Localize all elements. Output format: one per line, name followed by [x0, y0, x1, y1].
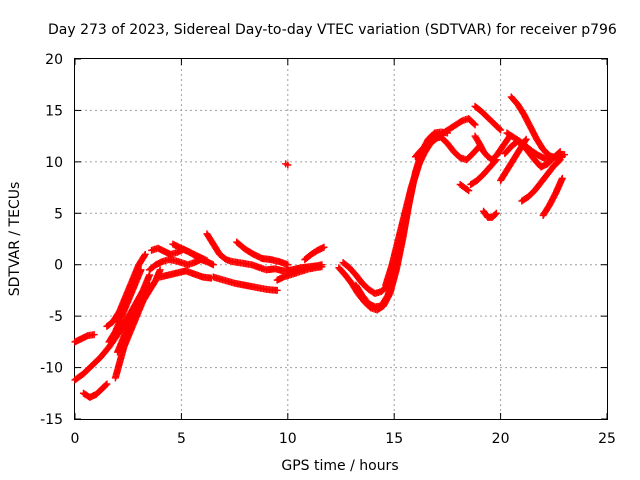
data-point-marker	[320, 243, 328, 251]
data-series	[301, 243, 328, 264]
data-point-marker	[284, 161, 292, 169]
data-point-marker	[556, 148, 564, 156]
data-point-marker	[491, 210, 499, 218]
data-series	[471, 132, 513, 164]
x-tick-label: 20	[492, 431, 510, 447]
data-point-marker	[140, 252, 148, 260]
data-series	[71, 331, 98, 346]
data-point-marker	[525, 147, 533, 155]
x-axis-label: GPS time / hours	[281, 458, 398, 474]
data-series	[103, 250, 149, 330]
data-point-marker	[203, 257, 211, 265]
data-point-marker	[284, 261, 292, 269]
data-series	[71, 271, 153, 384]
data-point-marker	[556, 156, 564, 164]
data-point-marker	[558, 174, 566, 182]
data-series	[471, 102, 505, 134]
data-series	[233, 238, 292, 269]
data-points	[71, 93, 568, 401]
x-tick-label: 0	[71, 431, 80, 447]
data-point-marker	[90, 331, 98, 339]
y-tick-label: -15	[40, 412, 63, 428]
y-tick-label: 0	[54, 258, 63, 274]
axis-ticks: 0 5 10 15 20 25 -15 -10 -5 0 5 10 15 20	[40, 52, 616, 447]
grid	[75, 59, 607, 419]
data-point-marker	[103, 380, 111, 388]
chart-title: Day 273 of 2023, Sidereal Day-to-day VTE…	[48, 22, 617, 38]
plot-frame	[74, 58, 608, 420]
data-point-marker	[526, 148, 534, 156]
y-axis-label: SDTVAR / TECUs	[7, 182, 23, 297]
data-series	[480, 207, 500, 221]
data-series	[518, 156, 564, 205]
data-point-marker	[497, 126, 505, 134]
data-point-marker	[522, 135, 530, 143]
data-series	[156, 267, 215, 282]
data-point-marker	[209, 261, 217, 269]
data-point-marker	[318, 263, 326, 271]
y-tick-label: 15	[45, 103, 63, 119]
data-series	[507, 93, 566, 162]
data-point-marker	[156, 266, 164, 274]
y-tick-label: -5	[49, 309, 63, 325]
data-series	[209, 273, 281, 294]
data-point-marker	[463, 186, 471, 194]
data-point-marker	[465, 187, 473, 195]
data-point-marker	[555, 149, 563, 157]
data-series	[169, 240, 211, 265]
data-series	[273, 263, 326, 284]
data-series	[539, 174, 566, 219]
data-series	[501, 137, 534, 158]
y-tick-label: 20	[45, 52, 63, 68]
data-point-marker	[471, 121, 479, 129]
data-series	[456, 180, 473, 195]
y-tick-label: -10	[40, 361, 63, 377]
data-series	[282, 160, 292, 169]
data-point-marker	[273, 286, 281, 294]
data-point-marker	[141, 250, 149, 258]
data-series	[80, 380, 111, 401]
x-tick-label: 10	[279, 431, 297, 447]
data-point-marker	[492, 209, 500, 217]
data-series	[105, 266, 145, 346]
data-point-marker	[137, 266, 145, 274]
x-tick-label: 15	[385, 431, 403, 447]
data-series	[114, 266, 164, 356]
x-tick-label: 5	[177, 431, 186, 447]
y-tick-label: 10	[45, 155, 63, 171]
data-point-marker	[470, 120, 478, 128]
x-tick-label: 25	[598, 431, 616, 447]
data-point-marker	[496, 125, 504, 133]
y-tick-label: 5	[54, 206, 63, 222]
data-point-marker	[555, 157, 563, 165]
data-point-marker	[102, 381, 110, 389]
data-series	[467, 156, 500, 188]
